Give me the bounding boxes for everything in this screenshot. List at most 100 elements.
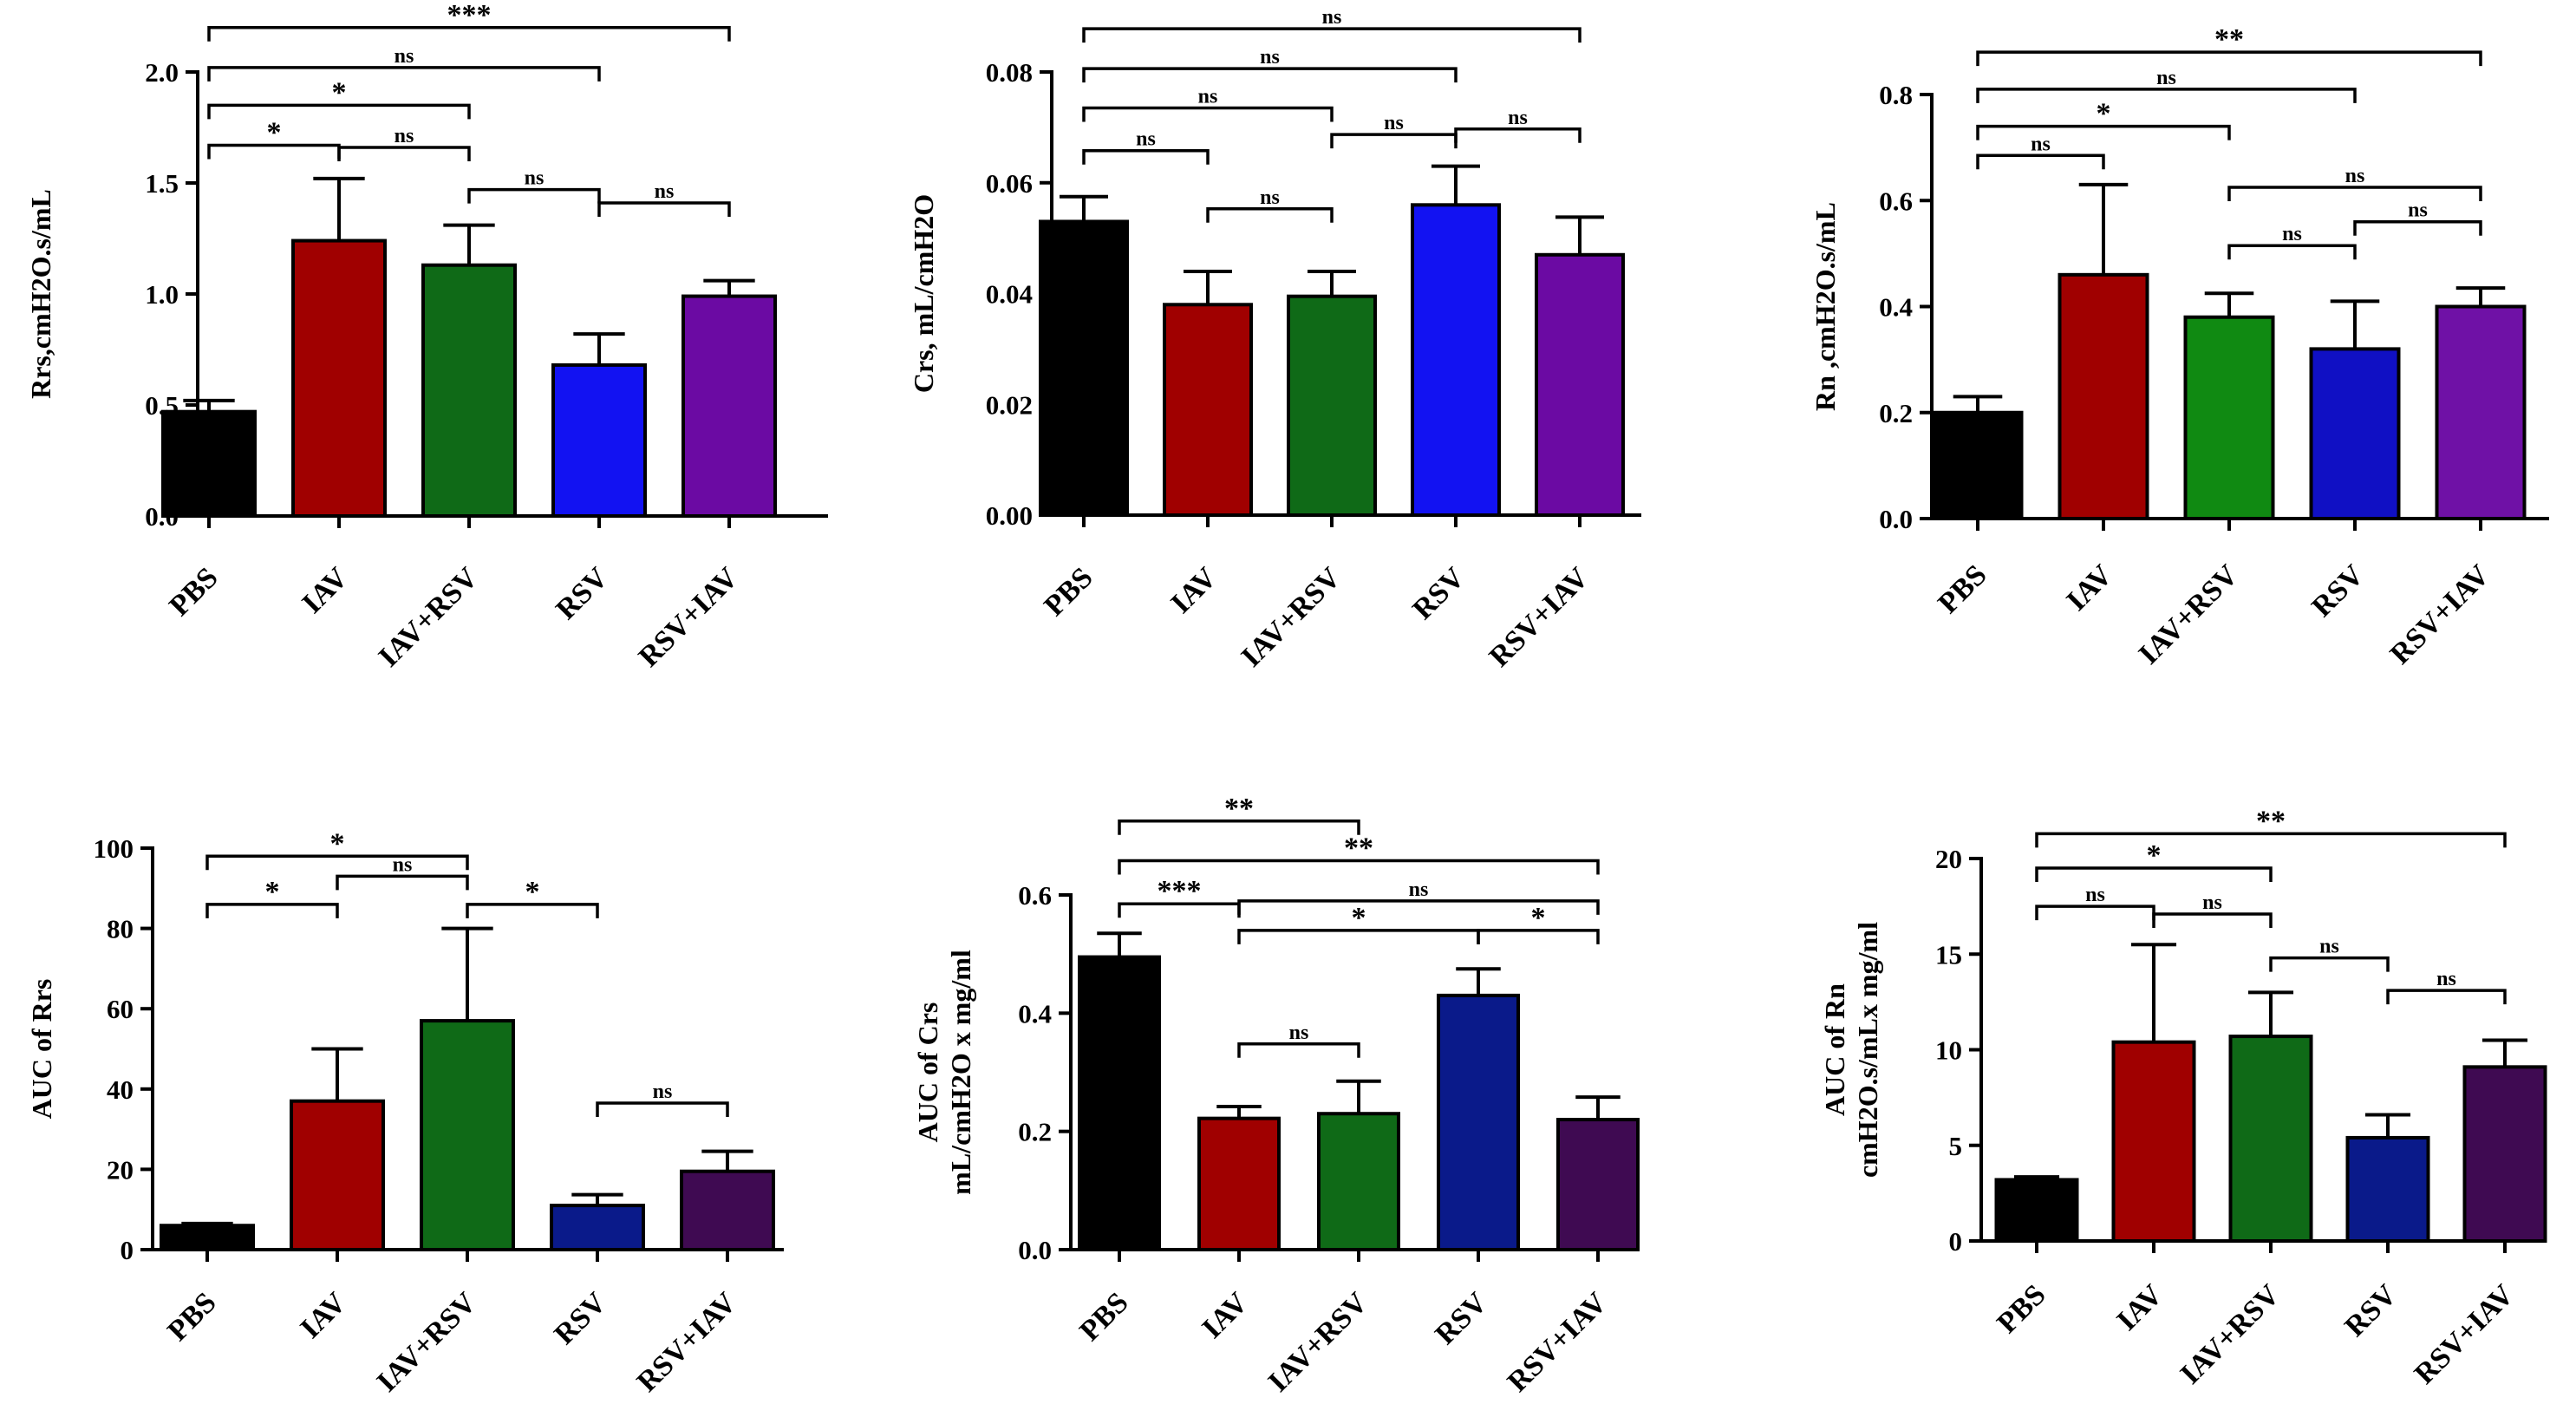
significance-label: * (330, 827, 345, 859)
significance-bracket (597, 201, 731, 218)
y-tick-label: 0.0 (1018, 1235, 1052, 1265)
y-tick-label: 0.04 (986, 279, 1033, 310)
significance-bracket (2035, 904, 2155, 921)
x-category-label: RSV+IAV (2384, 558, 2496, 670)
significance-label: ns (2031, 133, 2051, 155)
y-tick-label: 0.00 (986, 500, 1033, 531)
significance-label: ns (525, 167, 545, 190)
significance-label: * (332, 76, 347, 108)
bar-rsv-plus-iav (1535, 252, 1625, 517)
bar-iav (2111, 1040, 2196, 1244)
y-axis-title: cmH2O.s/mLx mg/ml (1852, 922, 1883, 1178)
x-category-label: PBS (163, 561, 224, 622)
significance-label: * (2147, 839, 2162, 872)
bar-rsv (1411, 203, 1501, 518)
significance-label: ns (1260, 46, 1280, 69)
y-tick-label: 80 (107, 914, 134, 944)
chart-panel-2: 0.00 0.02 0.04 0.06 0.08 Crs, mL/cmH2O PBS IAV I… (908, 6, 1641, 673)
y-tick-label: 0 (1949, 1226, 1963, 1257)
significance-bracket (207, 66, 601, 82)
y-axis-title: AUC of Crs (912, 1002, 943, 1143)
x-category-label: RSV+IAV (633, 561, 745, 673)
significance-label: * (265, 876, 280, 908)
bar-pbs (1078, 955, 1161, 1251)
bar-iav (2058, 272, 2149, 520)
significance-bracket (1237, 1042, 1360, 1058)
y-tick-label: 0.6 (1879, 186, 1913, 216)
bar-rsv-plus-iav (680, 1169, 775, 1251)
bar-iav (1163, 303, 1253, 517)
x-category-label: IAV+RSV (373, 561, 485, 673)
significance-label: ns (1260, 186, 1280, 209)
y-tick-label: 0.08 (986, 57, 1033, 88)
significance-label: ns (1409, 878, 1429, 901)
x-category-label: PBS (1073, 1286, 1134, 1347)
significance-bracket (1976, 153, 2105, 170)
bar-rsv-plus-iav (681, 294, 777, 518)
significance-bracket (466, 903, 599, 918)
significance-bracket (1082, 27, 1581, 43)
x-category-label: PBS (161, 1286, 222, 1347)
significance-label: ns (2085, 884, 2105, 906)
significance-label: * (267, 116, 282, 148)
y-axis-title: Crs, mL/cmH2O (908, 194, 939, 393)
bar-iav-plus-rsv (2183, 315, 2275, 520)
significance-bracket (1118, 859, 1600, 875)
significance-bracket (2035, 866, 2273, 883)
bar-rsv (551, 362, 647, 519)
x-category-label: PBS (1991, 1278, 2051, 1339)
significance-bracket (2227, 244, 2357, 260)
y-tick-label: 15 (1935, 939, 1962, 970)
chart-panel-4: 0 20 40 60 80 100 AUC of Rrs PBS IAV IAV+RSV RSV RS… (26, 827, 784, 1398)
significance-bracket (336, 874, 469, 891)
significance-label: ** (2256, 805, 2286, 837)
significance-bracket (1477, 929, 1600, 944)
x-category-label: IAV (2111, 1278, 2169, 1336)
x-category-label: IAV (1165, 561, 1223, 619)
x-category-label: RSV+IAV (1484, 561, 1595, 673)
y-tick-label: 0.6 (1018, 880, 1052, 911)
x-category-label: IAV (295, 1286, 353, 1344)
y-tick-label: 0 (121, 1235, 134, 1265)
significance-bracket (1976, 50, 2482, 67)
significance-bracket (1082, 148, 1210, 165)
x-category-label: IAV+RSV (1236, 561, 1347, 673)
bar-rsv (1437, 993, 1520, 1251)
significance-label: ns (1198, 86, 1218, 108)
chart-panel-6: 0 5 10 15 20 AUC of Rn cmH2O.s/mLx mg/ml PBS IAV… (1819, 805, 2547, 1390)
bar-pbs (160, 1224, 255, 1251)
chart-panel-5: 0.0 0.2 0.4 0.6 AUC of Crs mL/cmH2O x mg/ml PB… (912, 793, 1640, 1398)
significance-bracket (467, 187, 601, 204)
bar-iav-plus-rsv (1317, 1112, 1400, 1252)
significance-label: ns (653, 1081, 673, 1103)
x-category-label: IAV+RSV (2133, 558, 2245, 670)
significance-bracket (1082, 106, 1334, 122)
significance-label: ns (395, 125, 414, 147)
bar-pbs (161, 409, 257, 518)
y-tick-label: 10 (1935, 1035, 1962, 1066)
significance-label: ns (655, 180, 675, 203)
significance-bracket (1237, 899, 1600, 915)
x-category-label: IAV+RSV (1262, 1286, 1374, 1398)
y-tick-label: 0.06 (986, 168, 1033, 199)
x-category-label: RSV+IAV (2409, 1278, 2521, 1390)
x-category-label: RSV+IAV (1502, 1286, 1614, 1398)
significance-label: * (525, 876, 540, 908)
significance-bracket (2353, 219, 2482, 236)
y-axis-title: AUC of Rn (1819, 983, 1850, 1116)
significance-label: *** (1158, 875, 1202, 907)
x-category-label: IAV+RSV (2175, 1278, 2286, 1390)
y-tick-label: 0.4 (1018, 998, 1052, 1029)
bar-pbs (1994, 1178, 2079, 1243)
significance-label: ** (1344, 832, 1373, 864)
bar-iav-plus-rsv (420, 1019, 515, 1251)
significance-bracket (205, 903, 339, 918)
significance-label: *** (447, 0, 492, 31)
bar-rsv-plus-iav (2462, 1065, 2547, 1243)
x-category-label: RSV (1406, 561, 1471, 626)
significance-label: ns (1289, 1022, 1309, 1044)
significance-bracket (207, 26, 731, 42)
y-tick-label: 60 (107, 994, 134, 1024)
bar-pbs (1039, 219, 1129, 517)
x-category-label: IAV (2061, 558, 2119, 617)
